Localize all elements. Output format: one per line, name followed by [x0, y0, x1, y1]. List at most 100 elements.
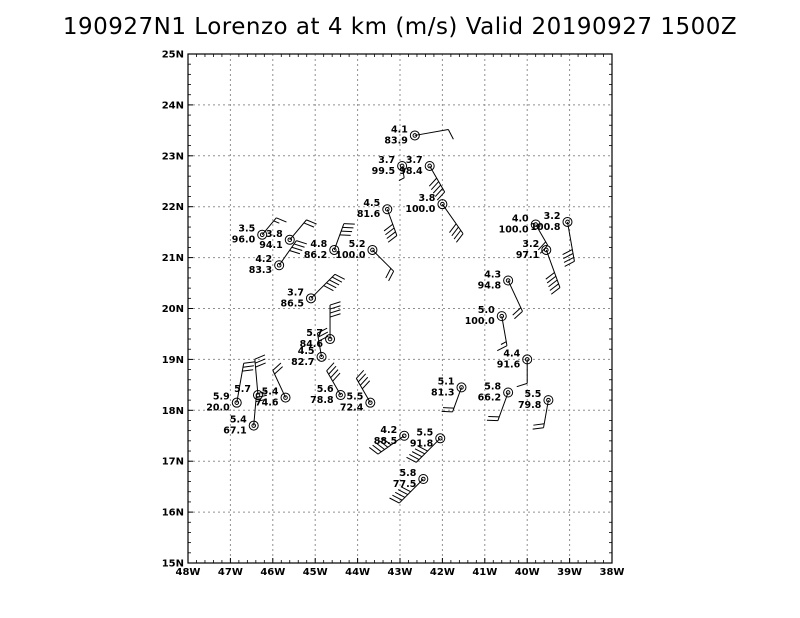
- wind-barb-feather: [329, 279, 340, 286]
- wind-barb-feather: [306, 219, 317, 225]
- speed-label: 4.0: [512, 214, 529, 225]
- wind-barb-feather: [331, 276, 343, 283]
- wind-barb-feather: [409, 454, 420, 460]
- pressure-label: 86.5: [281, 298, 304, 309]
- wind-barb-feather: [537, 241, 547, 251]
- station-marker-outer: [231, 397, 242, 408]
- grid-lines: [188, 54, 612, 563]
- wind-observation: 4.183.9: [384, 124, 454, 146]
- wind-observation: 4.581.6: [357, 198, 398, 243]
- station-marker-outer: [280, 392, 291, 403]
- station-marker-inner: [368, 400, 373, 405]
- wind-barb-feather: [243, 361, 255, 364]
- station-marker-inner: [370, 247, 375, 253]
- station-marker-outer: [496, 311, 507, 322]
- wind-barb-feather: [398, 177, 405, 182]
- wind-barb-feather: [414, 448, 425, 455]
- wind-barb-feather: [255, 398, 267, 403]
- station-marker-outer: [409, 130, 420, 141]
- wind-observation: 5.572.4: [340, 369, 376, 414]
- wind-barb-feather: [242, 365, 254, 368]
- station-marker-outer: [325, 334, 336, 345]
- station-marker-outer: [418, 474, 429, 485]
- speed-label: 5.8: [484, 381, 501, 392]
- pressure-label: 96.0: [232, 235, 256, 246]
- y-tick-label: 22N: [162, 202, 184, 213]
- wind-barb-feather: [388, 270, 395, 282]
- wind-barb-feather: [548, 279, 558, 288]
- station-marker-inner: [259, 232, 265, 237]
- station-marker-outer: [503, 275, 514, 286]
- station-marker-outer: [541, 244, 552, 255]
- wind-barb-feather: [497, 345, 508, 352]
- pressure-label: 78.8: [310, 395, 334, 406]
- wind-barb-feather: [453, 230, 462, 240]
- wind-barb-feather: [550, 287, 561, 295]
- station-marker-outer: [257, 229, 268, 240]
- station-marker-outer: [562, 216, 573, 227]
- wind-barb-shaft: [253, 393, 258, 426]
- axis-ticks: 48W 47W 46W 45W 44W 43W 42W 41W 40W 39W 38W 15N 16N 1…: [162, 50, 625, 579]
- speed-label: 4.8: [310, 239, 327, 250]
- wind-barb-feather: [394, 491, 406, 498]
- wind-barb-feather: [500, 341, 507, 345]
- pressure-label: 67.1: [223, 426, 246, 437]
- wind-observation: 3.297.1: [516, 239, 561, 295]
- wind-observation: 5.784.6: [300, 301, 341, 350]
- wind-barb-feather: [254, 354, 266, 360]
- pressure-label: 94.1: [259, 240, 282, 251]
- pressure-label: 91.6: [497, 359, 521, 370]
- wind-barb-feather: [417, 445, 428, 452]
- station-marker-inner: [427, 163, 432, 169]
- speed-label: 3.8: [266, 229, 283, 240]
- station-marker-outer: [424, 160, 435, 171]
- station-marker-inner: [533, 222, 538, 227]
- wind-barb-feather: [329, 309, 341, 314]
- station-marker-inner: [543, 247, 549, 253]
- wind-barb-feather: [400, 486, 411, 493]
- pressure-label: 100.0: [335, 250, 365, 261]
- station-marker-inner: [399, 163, 405, 169]
- pressure-label: 83.9: [384, 135, 407, 146]
- wind-barb-shaft: [278, 240, 297, 266]
- chart-title: 190927N1 Lorenzo at 4 km (m/s) Valid 201…: [62, 14, 738, 40]
- wind-barb-feather: [256, 390, 268, 395]
- station-marker-outer: [530, 219, 541, 230]
- station-marker-outer: [543, 395, 554, 406]
- pressure-label: 82.7: [291, 357, 314, 368]
- wind-barb-feather: [389, 497, 400, 504]
- wind-barb-feather: [254, 358, 266, 364]
- wind-barb-shaft: [398, 478, 424, 504]
- pressure-label: 72.4: [340, 403, 364, 414]
- pressure-label: 91.8: [410, 438, 434, 449]
- speed-label: 4.2: [380, 425, 397, 436]
- x-tick-label: 43W: [388, 567, 413, 578]
- wind-barb-feather: [382, 437, 392, 446]
- wind-barb-feather: [329, 305, 341, 310]
- wind-barb-feather: [385, 268, 392, 279]
- wind-barb-feather: [372, 444, 382, 453]
- wind-barb-feather: [296, 240, 307, 245]
- station-marker-inner: [331, 247, 337, 253]
- speed-label: 5.6: [317, 384, 334, 395]
- station-marker-inner: [283, 395, 288, 400]
- pressure-label: 74.6: [255, 398, 279, 409]
- wind-barb-shaft: [507, 280, 523, 312]
- wind-barb-shaft: [272, 370, 286, 398]
- pressure-label: 84.6: [300, 339, 324, 350]
- speed-label: 5.1: [438, 376, 455, 387]
- station-marker-outer: [397, 160, 408, 171]
- station-marker-outer: [437, 199, 448, 210]
- wind-barb-feather: [357, 373, 367, 383]
- station-marker-outer: [274, 260, 285, 271]
- wind-barb-feather: [273, 220, 280, 224]
- station-marker-inner: [546, 397, 551, 403]
- speed-label: 5.2: [349, 239, 366, 250]
- wind-observation: 5.678.8: [310, 362, 346, 406]
- y-tick-label: 16N: [162, 508, 184, 519]
- x-tick-label: 47W: [218, 567, 243, 578]
- wind-observation: 4.288.5: [369, 425, 410, 455]
- wind-barb-feather: [428, 177, 438, 187]
